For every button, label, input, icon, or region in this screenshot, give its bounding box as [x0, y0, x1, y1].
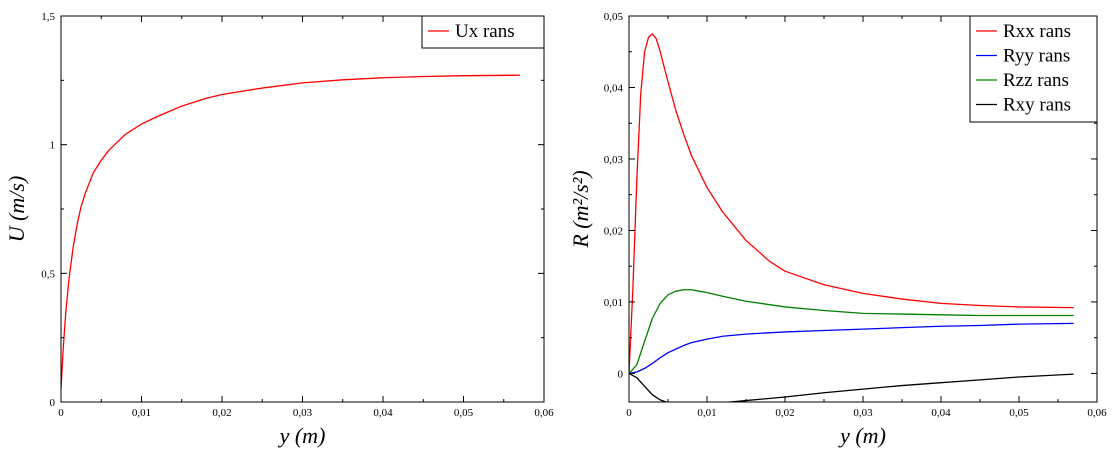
chart-1: 0 0,01 0,02 0,03 0,04 0,05 0,06 0 0,5 1 1,5 y (m) U …	[4, 11, 554, 448]
x-tick-label: 0,01	[697, 407, 716, 419]
legend-label: Ux rans	[455, 21, 515, 42]
x-tick-label: 0,05	[454, 407, 474, 419]
x-tick-label: 0,04	[373, 407, 393, 419]
y-tick-label: 0	[50, 397, 56, 409]
chart-2: 0 0,01 0,02 0,03 0,04 0,05 0,06 0 0,01 0,02 0,03 0,…	[568, 11, 1107, 448]
y-tick-label: 0,01	[604, 297, 623, 309]
x-axis-title: y (m)	[278, 423, 326, 448]
x-tick-label: 0,02	[212, 407, 231, 419]
x-tick-label: 0,03	[293, 407, 313, 419]
y-tick-label: 1	[50, 140, 56, 152]
legend-label: Rxx rans	[1003, 21, 1071, 42]
x-tick-label: 0	[626, 407, 632, 419]
legend-label: Rxy rans	[1003, 95, 1071, 116]
legend: Ux rans	[421, 15, 545, 49]
legend-label: Ryy rans	[1003, 46, 1070, 67]
series-line-rxy-rans	[629, 372, 1074, 402]
y-axis-title: R (m²/s²)	[568, 170, 593, 248]
legend: Rxx rans Ryy rans Rzz rans Rxy rans	[969, 15, 1098, 123]
series-line-rzz-rans	[629, 289, 1074, 374]
y-tick-label: 0,04	[604, 82, 624, 94]
y-tick-label: 0,02	[604, 225, 623, 237]
x-tick-label: 0,06	[534, 407, 554, 419]
x-tick-label: 0,01	[132, 407, 151, 419]
y-tick-label: 0,03	[604, 154, 624, 166]
x-tick-label: 0,05	[1009, 407, 1029, 419]
legend-box	[421, 15, 545, 49]
series-line-ux-rans	[61, 74, 520, 390]
x-tick-label: 0,03	[853, 407, 873, 419]
x-tick-label: 0,02	[775, 407, 794, 419]
series-line-rxx-rans	[629, 33, 1074, 374]
y-tick-label: 0,5	[41, 268, 55, 280]
x-axis-title: y (m)	[838, 423, 886, 448]
x-tick-label: 0,06	[1087, 407, 1107, 419]
y-tick-label: 0	[618, 368, 624, 380]
y-tick-label: 1,5	[41, 11, 55, 23]
legend-label: Rzz rans	[1003, 70, 1069, 91]
x-tick-label: 0	[58, 407, 64, 419]
y-tick-label: 0,05	[604, 11, 624, 23]
x-tick-label: 0,04	[931, 407, 951, 419]
y-axis-title: U (m/s)	[4, 176, 29, 243]
plot-frame	[60, 15, 545, 403]
series-line-ryy-rans	[629, 322, 1074, 375]
